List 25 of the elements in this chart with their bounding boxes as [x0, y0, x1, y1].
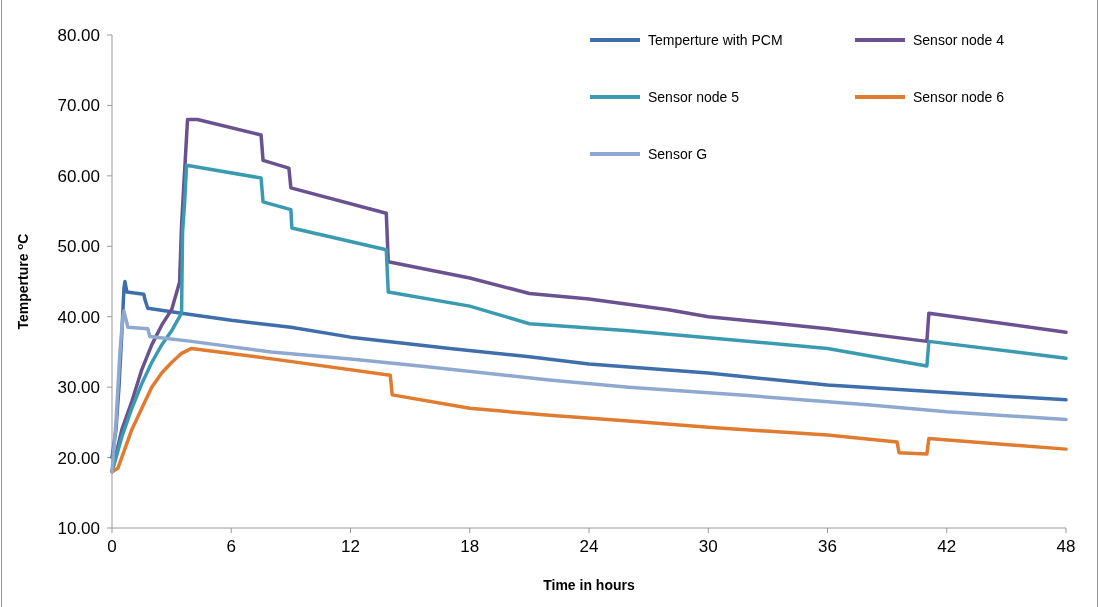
x-tick-label: 6: [226, 537, 236, 556]
x-tick-label: 48: [1056, 537, 1076, 556]
legend-label: Sensor node 4: [913, 32, 1005, 48]
y-tick-label: 30.00: [57, 378, 100, 398]
y-tick-label: 50.00: [57, 237, 100, 257]
x-tick-label: 18: [460, 537, 480, 556]
legend-label: Sensor G: [648, 146, 708, 162]
y-tick-label: 80.00: [57, 26, 100, 45]
x-tick-label: 42: [937, 537, 957, 556]
legend-label: Sensor node 6: [913, 89, 1005, 105]
x-tick-label: 30: [698, 537, 718, 556]
x-tick-label: 24: [579, 537, 599, 556]
line-series: [110, 309, 1068, 474]
y-tick-label: 10.00: [57, 519, 100, 538]
legend-label: Temperture with PCM: [648, 32, 783, 48]
y-tick-label: 60.00: [57, 166, 100, 186]
line-series: [110, 346, 1068, 474]
x-axis-title: Time in hours: [543, 577, 635, 593]
x-tick-label: 36: [818, 537, 837, 556]
x-tick-label: 0: [107, 537, 117, 556]
y-tick-label: 20.00: [57, 448, 100, 468]
y-tick-label: 40.00: [57, 307, 100, 327]
x-tick-label: 12: [341, 537, 360, 556]
y-tick-label: 70.00: [57, 96, 100, 116]
legend-label: Sensor node 5: [648, 89, 740, 105]
